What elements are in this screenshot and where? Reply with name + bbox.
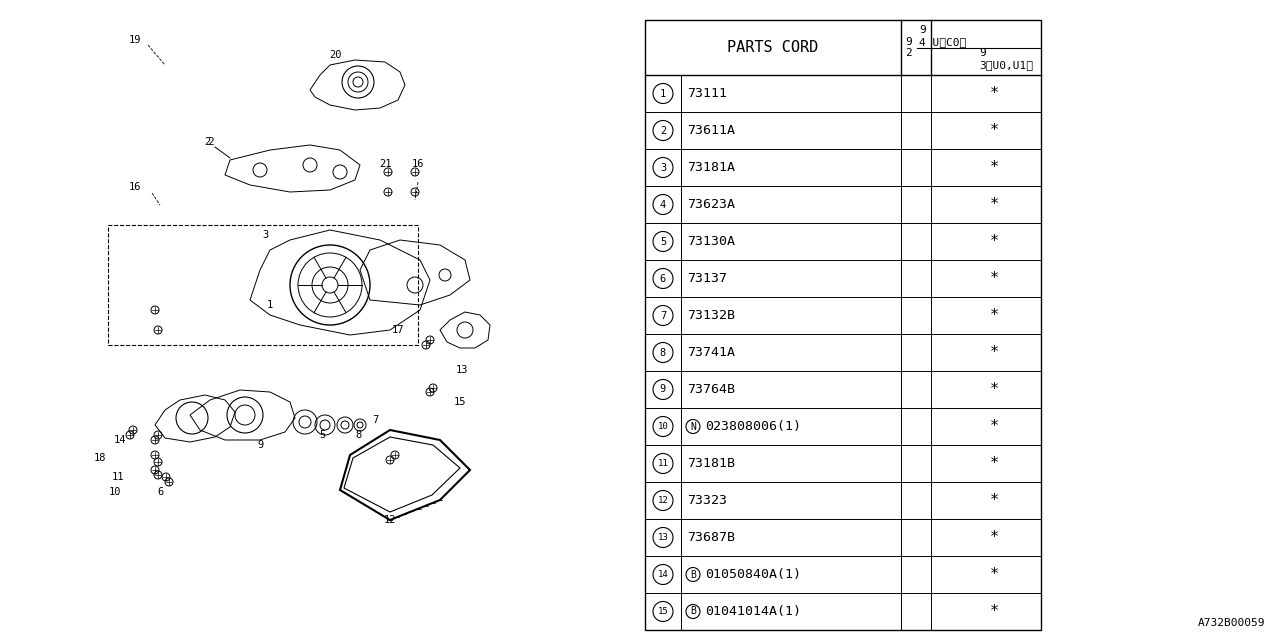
Text: 15: 15 bbox=[453, 397, 466, 407]
Text: *: * bbox=[989, 308, 998, 323]
Text: 5: 5 bbox=[319, 430, 325, 440]
Text: A732B00059: A732B00059 bbox=[1198, 618, 1265, 628]
Text: 73137: 73137 bbox=[687, 272, 727, 285]
Text: 3: 3 bbox=[660, 163, 666, 173]
Text: 21: 21 bbox=[379, 159, 392, 169]
Bar bbox=[108, 225, 419, 345]
Circle shape bbox=[653, 564, 673, 584]
Text: B: B bbox=[690, 607, 696, 616]
Text: 11: 11 bbox=[658, 459, 668, 468]
Text: *: * bbox=[989, 271, 998, 286]
Bar bbox=[645, 20, 1041, 630]
Circle shape bbox=[653, 342, 673, 362]
Text: 9
2: 9 2 bbox=[905, 36, 911, 58]
Text: 12: 12 bbox=[658, 496, 668, 505]
Circle shape bbox=[653, 417, 673, 436]
Text: *: * bbox=[989, 382, 998, 397]
Text: 73132B: 73132B bbox=[687, 309, 735, 322]
Circle shape bbox=[653, 232, 673, 252]
Circle shape bbox=[653, 157, 673, 177]
Text: 73623A: 73623A bbox=[687, 198, 735, 211]
Circle shape bbox=[653, 120, 673, 141]
Text: 16: 16 bbox=[412, 159, 424, 169]
Text: 6: 6 bbox=[157, 487, 163, 497]
Text: 9: 9 bbox=[660, 385, 666, 394]
Circle shape bbox=[686, 568, 700, 582]
Text: 9: 9 bbox=[257, 440, 264, 450]
Circle shape bbox=[653, 490, 673, 511]
Text: 3: 3 bbox=[262, 230, 268, 240]
Text: 7: 7 bbox=[372, 415, 378, 425]
Text: B: B bbox=[690, 570, 696, 579]
Text: *: * bbox=[989, 493, 998, 508]
Text: 13: 13 bbox=[456, 365, 468, 375]
Text: 15: 15 bbox=[658, 607, 668, 616]
Text: 4: 4 bbox=[660, 200, 666, 209]
Text: 1: 1 bbox=[660, 88, 666, 99]
Text: 17: 17 bbox=[392, 325, 404, 335]
Text: 1: 1 bbox=[266, 300, 273, 310]
Text: 73111: 73111 bbox=[687, 87, 727, 100]
Text: 18: 18 bbox=[93, 453, 106, 463]
Text: 2: 2 bbox=[204, 137, 210, 147]
Text: 8: 8 bbox=[355, 430, 361, 440]
Text: 73130A: 73130A bbox=[687, 235, 735, 248]
Text: 10: 10 bbox=[658, 422, 668, 431]
Text: 73181A: 73181A bbox=[687, 161, 735, 174]
Text: 12: 12 bbox=[384, 515, 397, 525]
Text: *: * bbox=[989, 123, 998, 138]
Text: PARTS CORD: PARTS CORD bbox=[727, 40, 819, 55]
Circle shape bbox=[653, 602, 673, 621]
Text: 73323: 73323 bbox=[687, 494, 727, 507]
Text: *: * bbox=[989, 456, 998, 471]
Text: N: N bbox=[690, 422, 696, 431]
Text: *: * bbox=[989, 419, 998, 434]
Text: 8: 8 bbox=[660, 348, 666, 358]
Text: 023808006(1): 023808006(1) bbox=[705, 420, 801, 433]
Circle shape bbox=[653, 195, 673, 214]
Text: 20: 20 bbox=[329, 50, 342, 60]
Circle shape bbox=[653, 269, 673, 289]
Circle shape bbox=[686, 419, 700, 433]
Text: *: * bbox=[989, 234, 998, 249]
Circle shape bbox=[653, 380, 673, 399]
Circle shape bbox=[653, 83, 673, 104]
Circle shape bbox=[653, 527, 673, 547]
Text: 7: 7 bbox=[660, 310, 666, 321]
Text: *: * bbox=[989, 160, 998, 175]
Text: 13: 13 bbox=[658, 533, 668, 542]
Circle shape bbox=[686, 605, 700, 618]
Text: *: * bbox=[989, 197, 998, 212]
Text: 2: 2 bbox=[206, 137, 214, 147]
Text: 5: 5 bbox=[660, 237, 666, 246]
Text: 14: 14 bbox=[114, 435, 127, 445]
Text: *: * bbox=[989, 604, 998, 619]
Text: *: * bbox=[989, 567, 998, 582]
Text: 73687B: 73687B bbox=[687, 531, 735, 544]
Text: 01041014A(1): 01041014A(1) bbox=[705, 605, 801, 618]
Text: 16: 16 bbox=[129, 182, 141, 192]
Text: *: * bbox=[989, 86, 998, 101]
Text: 9
4 U〈C0〉: 9 4 U〈C0〉 bbox=[919, 25, 966, 47]
Circle shape bbox=[653, 454, 673, 474]
Text: *: * bbox=[989, 530, 998, 545]
Text: 01050840A(1): 01050840A(1) bbox=[705, 568, 801, 581]
Text: 10: 10 bbox=[109, 487, 122, 497]
Circle shape bbox=[653, 305, 673, 326]
Text: 11: 11 bbox=[111, 472, 124, 482]
Text: *: * bbox=[989, 345, 998, 360]
Text: 6: 6 bbox=[660, 273, 666, 284]
Text: 73741A: 73741A bbox=[687, 346, 735, 359]
Text: 73611A: 73611A bbox=[687, 124, 735, 137]
Text: 73181B: 73181B bbox=[687, 457, 735, 470]
Text: 2: 2 bbox=[660, 125, 666, 136]
Text: 9
3〈U0,U1〉: 9 3〈U0,U1〉 bbox=[979, 49, 1033, 70]
Text: 19: 19 bbox=[129, 35, 141, 45]
Text: 14: 14 bbox=[658, 570, 668, 579]
Text: 73764B: 73764B bbox=[687, 383, 735, 396]
